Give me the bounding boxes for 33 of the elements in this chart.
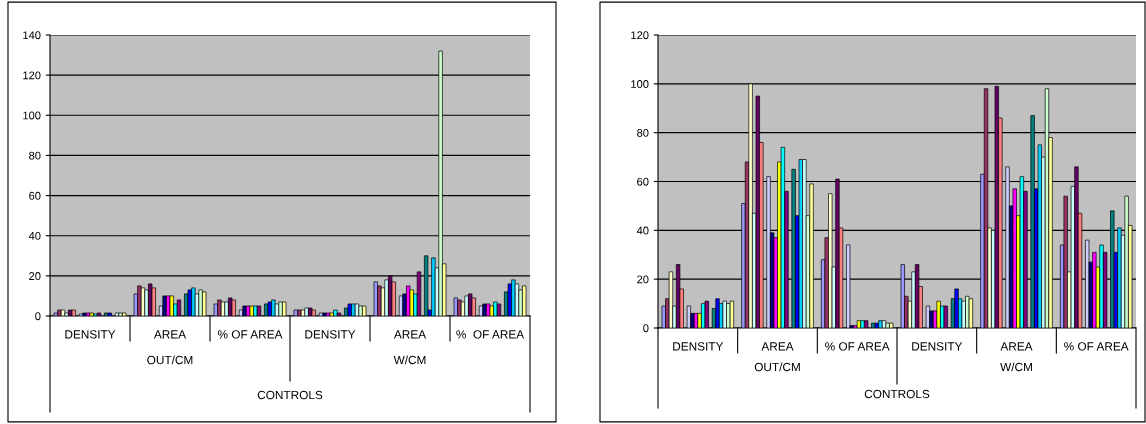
text: CONTROLS	[257, 390, 323, 400]
text: OUT/CM	[754, 362, 800, 372]
y-tick-label: 40	[28, 231, 41, 240]
x-tick-label: DENSITY	[673, 342, 724, 351]
x-tick-label: % OF AREA	[825, 342, 890, 351]
x-tick-label: % OF AREA	[217, 330, 283, 339]
text: CONTROLS	[864, 389, 930, 399]
text: W/CM	[1000, 362, 1032, 372]
y-tick-label: 120	[631, 31, 649, 40]
x-tick-label: AREA	[1000, 342, 1033, 351]
y-tick-label: 100	[23, 111, 41, 120]
y-tick-label: 40	[636, 226, 649, 235]
x-tick-label: DENSITY	[65, 330, 116, 339]
x-tick-label: AREA	[761, 342, 794, 351]
x-tick-label: AREA	[153, 330, 187, 339]
text: OUT/CM	[147, 355, 193, 365]
x-tick-label: DENSITY	[305, 330, 356, 339]
x-tick-label: % OF AREA	[1064, 342, 1129, 351]
y-tick-label: 20	[637, 275, 649, 284]
x-tick-label: DENSITY	[912, 342, 963, 351]
x-tick-label: % OF AREA	[456, 330, 525, 339]
y-tick-label: 20	[29, 272, 41, 280]
y-tick-label: 140	[23, 31, 41, 40]
y-tick-label: 60	[29, 191, 41, 200]
x-tick-label: AREA	[393, 330, 427, 339]
y-tick-label: 80	[637, 128, 649, 137]
y-tick-label: 120	[23, 71, 41, 80]
y-tick-label: 60	[637, 177, 649, 186]
text: W/CM	[393, 355, 426, 365]
y-tick-label: 80	[29, 151, 41, 160]
y-tick-label: 0	[35, 312, 41, 321]
y-tick-label: 0	[643, 324, 649, 333]
y-tick-label: 100	[631, 80, 649, 88]
